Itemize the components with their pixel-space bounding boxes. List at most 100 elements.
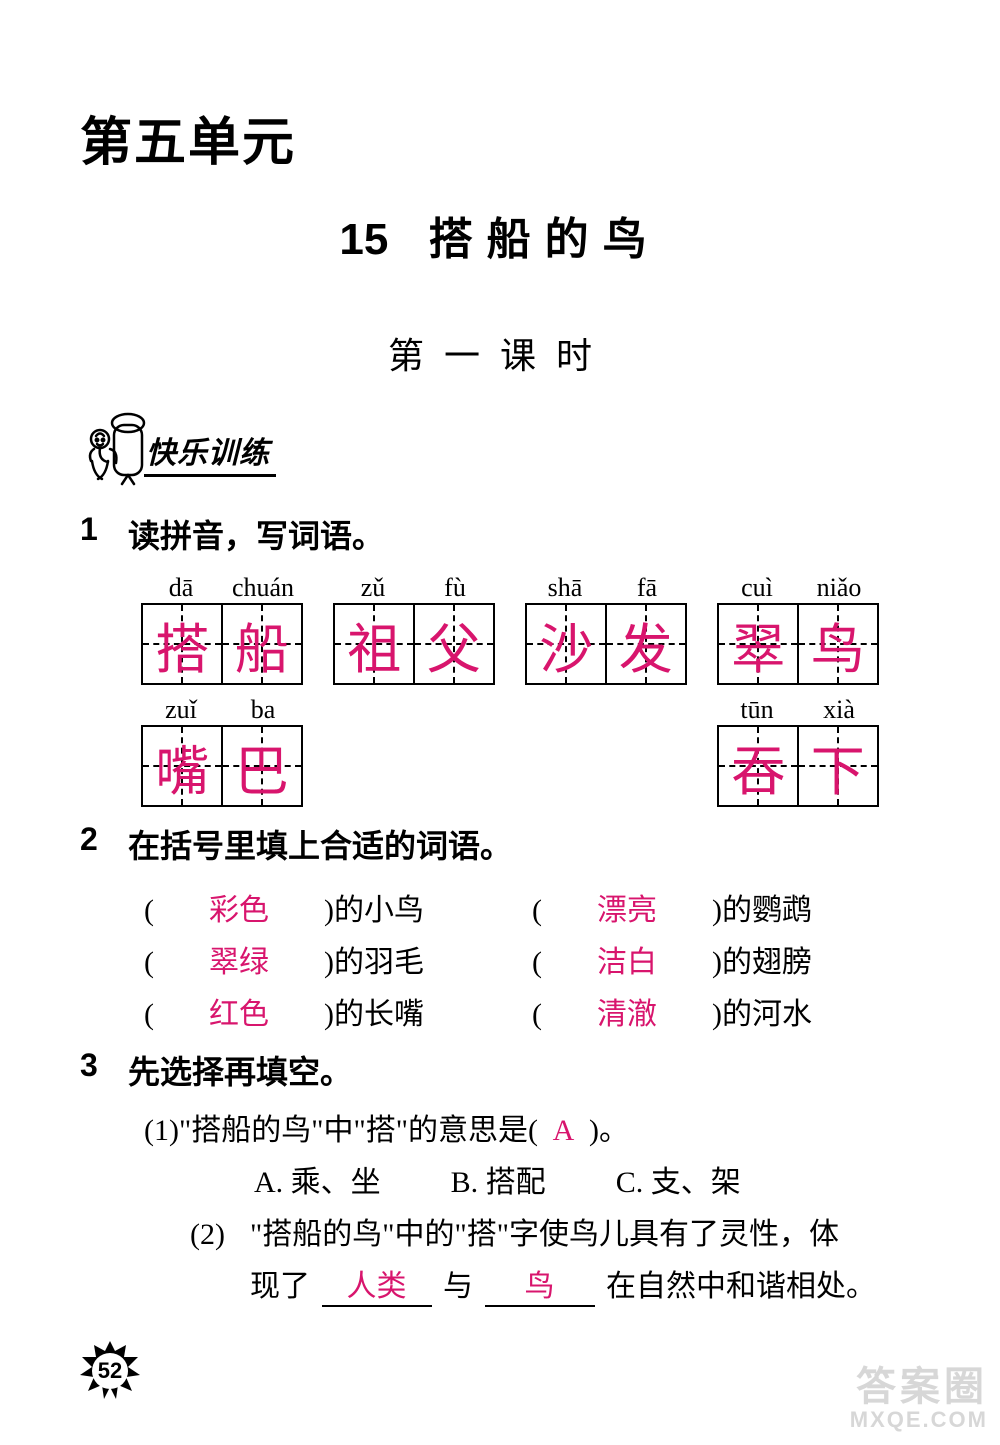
phrase-row: ( 红色 )的长嘴 ( 清澈 )的河水 xyxy=(144,989,920,1041)
pinyin: dā xyxy=(140,573,222,603)
question-number: 1 xyxy=(80,511,128,557)
pinyin: zuǐ xyxy=(140,695,222,725)
answer-text: 洁白 xyxy=(572,937,682,989)
answer-text: 翠绿 xyxy=(184,937,294,989)
answer-text: 漂亮 xyxy=(572,885,682,937)
pinyin-word-grid-row1: dā chuán 搭 船 zǔ fù 祖 父 shā fā xyxy=(80,569,920,821)
answer-text: 红色 xyxy=(184,989,294,1041)
section-label: 快乐训练 xyxy=(144,428,276,477)
answer-char: 沙 xyxy=(539,605,593,684)
page-number: 52 xyxy=(78,1339,142,1403)
q3-part2-line2: 现了 人类 与 鸟 在自然中和谐相处。 xyxy=(144,1261,920,1313)
answer-char: 发 xyxy=(619,605,673,684)
phrase-tail: 的长嘴 xyxy=(334,989,424,1041)
q3-text: )。 xyxy=(589,1114,629,1147)
fill-phrase-section: ( 彩色 )的小鸟 ( 漂亮 )的鹦鹉 ( 翠绿 )的羽毛 ( 洁白 )的翅膀 … xyxy=(80,879,920,1047)
tianzige-cell: 下 xyxy=(797,725,879,807)
lesson-name: 搭船的鸟 xyxy=(429,215,661,264)
happy-training-icon xyxy=(80,409,150,487)
worksheet-page: 第五单元 15 搭船的鸟 第一课时 快乐训练 1 xyxy=(0,0,1000,1445)
subpart-label: (2) xyxy=(190,1209,250,1261)
pinyin: zǔ xyxy=(332,573,414,603)
question-3-header: 3 先选择再填空。 xyxy=(80,1047,920,1093)
word-block: dā chuán 搭 船 xyxy=(140,573,304,685)
option-a: A. 乘、坐 xyxy=(254,1157,381,1209)
answer-char: 嘴 xyxy=(155,727,209,806)
pinyin: fā xyxy=(606,573,688,603)
answer-char: 鸟 xyxy=(811,605,865,684)
word-block: zuǐ ba 嘴 巴 xyxy=(140,695,304,807)
option-b: B. 搭配 xyxy=(451,1157,546,1209)
answer-char: 祖 xyxy=(347,605,401,684)
pinyin: chuán xyxy=(222,573,304,603)
watermark: 答案圈 MXQE.COM xyxy=(850,1366,988,1431)
watermark-line1: 答案圈 xyxy=(850,1366,988,1408)
subpart-label: (1) xyxy=(144,1114,179,1147)
q3-text: "搭船的鸟"中的"搭"字使鸟儿具有了灵性，体 xyxy=(250,1218,839,1251)
page-number-badge: 52 xyxy=(78,1339,142,1403)
word-block: shā fā 沙 发 xyxy=(524,573,688,685)
pinyin: cuì xyxy=(716,573,798,603)
q3-text: 与 xyxy=(443,1270,473,1303)
tianzige-cell: 搭 xyxy=(141,603,223,685)
lesson-number: 15 xyxy=(339,215,388,264)
tianzige-cell: 翠 xyxy=(717,603,799,685)
tianzige-cell: 父 xyxy=(413,603,495,685)
question-prompt: 在括号里填上合适的词语。 xyxy=(128,821,920,867)
pinyin: ba xyxy=(222,695,304,725)
pinyin: tūn xyxy=(716,695,798,725)
word-block: cuì niǎo 翠 鸟 xyxy=(716,573,880,685)
tianzige-cell: 发 xyxy=(605,603,687,685)
word-block: tūn xià 吞 下 xyxy=(716,695,880,807)
question-prompt: 先选择再填空。 xyxy=(128,1047,920,1093)
unit-header: 第五单元 xyxy=(80,100,920,175)
question-number: 2 xyxy=(80,821,128,867)
tianzige-cell: 船 xyxy=(221,603,303,685)
question-prompt: 读拼音，写词语。 xyxy=(128,511,920,557)
phrase-tail: 的河水 xyxy=(722,989,812,1041)
pinyin: niǎo xyxy=(798,573,880,603)
q3-text: 现了 xyxy=(250,1270,310,1303)
q3-text: "搭船的鸟"中"搭"的意思是( xyxy=(179,1114,538,1147)
answer-letter: A xyxy=(545,1105,581,1157)
answer-char: 搭 xyxy=(155,605,209,684)
lesson-title: 15 搭船的鸟 xyxy=(80,203,920,267)
pinyin: fù xyxy=(414,573,496,603)
answer-char: 船 xyxy=(235,605,289,684)
watermark-line2: MXQE.COM xyxy=(850,1408,988,1431)
answer-blank: 人类 xyxy=(322,1270,432,1307)
tianzige-cell: 鸟 xyxy=(797,603,879,685)
phrase-row: ( 翠绿 )的羽毛 ( 洁白 )的翅膀 xyxy=(144,937,920,989)
pinyin: xià xyxy=(798,695,880,725)
phrase-row: ( 彩色 )的小鸟 ( 漂亮 )的鹦鹉 xyxy=(144,885,920,937)
q3-options: A. 乘、坐 B. 搭配 C. 支、架 xyxy=(144,1157,920,1209)
question-number: 3 xyxy=(80,1047,128,1093)
option-c: C. 支、架 xyxy=(616,1157,741,1209)
answer-text: 清澈 xyxy=(572,989,682,1041)
answer-text: 彩色 xyxy=(184,885,294,937)
phrase-tail: 的羽毛 xyxy=(334,937,424,989)
answer-char: 巴 xyxy=(235,727,289,806)
answer-char: 下 xyxy=(811,727,865,806)
phrase-tail: 的鹦鹉 xyxy=(722,885,812,937)
q3-part2-line1: (2)"搭船的鸟"中的"搭"字使鸟儿具有了灵性，体 xyxy=(144,1209,920,1261)
question-2-header: 2 在括号里填上合适的词语。 xyxy=(80,821,920,867)
phrase-tail: 的翅膀 xyxy=(722,937,812,989)
answer-char: 父 xyxy=(427,605,481,684)
tianzige-cell: 沙 xyxy=(525,603,607,685)
phrase-tail: 的小鸟 xyxy=(334,885,424,937)
answer-char: 翠 xyxy=(731,605,785,684)
tianzige-cell: 嘴 xyxy=(141,725,223,807)
pinyin: shā xyxy=(524,573,606,603)
answer-blank: 鸟 xyxy=(485,1270,595,1307)
answer-char: 吞 xyxy=(731,727,785,806)
word-block: zǔ fù 祖 父 xyxy=(332,573,496,685)
question-3-body: (1)"搭船的鸟"中"搭"的意思是( A )。 A. 乘、坐 B. 搭配 C. … xyxy=(80,1105,920,1313)
tianzige-cell: 巴 xyxy=(221,725,303,807)
q3-text: 在自然中和谐相处。 xyxy=(606,1270,876,1303)
question-1-header: 1 读拼音，写词语。 xyxy=(80,511,920,557)
lesson-subtitle: 第一课时 xyxy=(80,327,920,379)
tianzige-cell: 吞 xyxy=(717,725,799,807)
section-banner: 快乐训练 xyxy=(80,409,920,487)
tianzige-cell: 祖 xyxy=(333,603,415,685)
